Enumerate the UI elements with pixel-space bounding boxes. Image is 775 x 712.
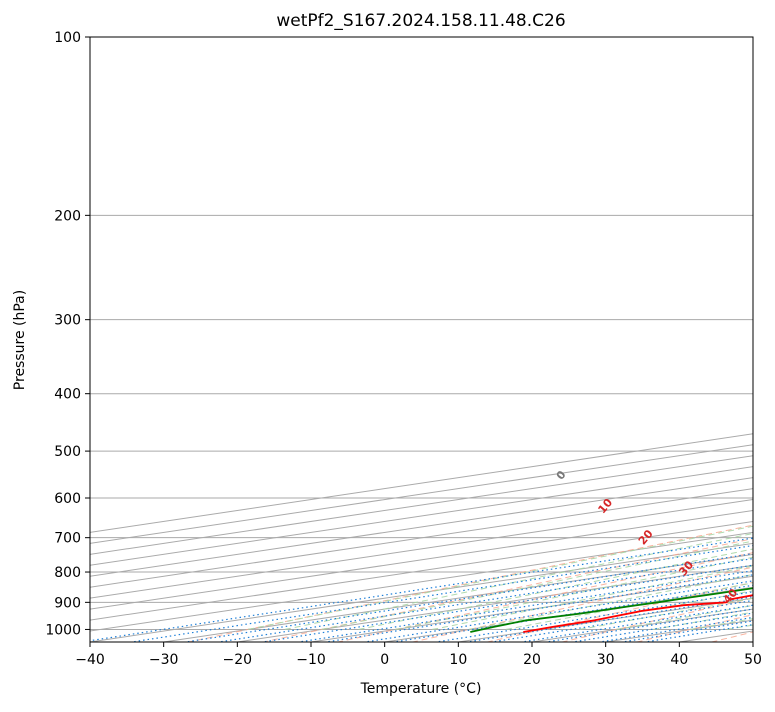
isotherm-line xyxy=(90,531,753,632)
x-tick-label: 20 xyxy=(523,652,541,668)
isotherm-line xyxy=(90,499,753,599)
moist-adiabat xyxy=(395,556,753,630)
mixing-ratio-line xyxy=(128,544,753,642)
mixing-ratio-line xyxy=(596,616,753,642)
y-tick-label: 1000 xyxy=(45,622,81,638)
mixing-ratio-line xyxy=(258,564,753,642)
plot-frame xyxy=(89,36,754,643)
y-tick-label: 600 xyxy=(54,491,81,507)
isotherm-line xyxy=(90,488,753,588)
dry-adiabat xyxy=(186,524,753,642)
y-tick-label: 900 xyxy=(54,595,81,611)
dry-adiabat xyxy=(410,566,753,642)
x-tick-label: 10 xyxy=(449,652,467,668)
x-tick-label: −30 xyxy=(149,652,179,668)
moist-adiabat xyxy=(505,582,753,630)
background-lines xyxy=(90,37,753,642)
x-tick-label: 30 xyxy=(597,652,615,668)
chart-title: wetPf2_S167.2024.158.11.48.C26 xyxy=(276,11,565,31)
x-tick-label: 40 xyxy=(670,652,688,668)
y-tick-label: 200 xyxy=(54,208,81,224)
x-tick-label: −10 xyxy=(296,652,326,668)
dry-adiabat xyxy=(261,538,753,642)
mixing-ratio-line xyxy=(181,552,753,642)
mixing-ratio-line xyxy=(568,612,753,642)
y-axis-label: Pressure (hPa) xyxy=(12,290,28,390)
isotherm-line xyxy=(90,455,753,555)
x-axis-label: Temperature (°C) xyxy=(360,681,482,697)
axes: −40 −30 −20 −10 0 10 20 30 40 50 1000 900 800 700 600 5… xyxy=(45,30,762,668)
x-tick-label: −20 xyxy=(223,652,253,668)
y-tick-label: 700 xyxy=(54,531,81,547)
mixing-ratio-line xyxy=(215,557,753,642)
y-tick-label: 800 xyxy=(54,565,81,581)
isotherm-line xyxy=(90,466,753,566)
isotherm-line xyxy=(90,477,753,577)
isotherm-line xyxy=(90,509,753,610)
x-tick-label: 50 xyxy=(744,652,762,668)
moist-adiabat xyxy=(469,573,753,630)
isotherm-line xyxy=(90,520,753,621)
y-tick-label: 100 xyxy=(54,30,81,46)
x-tick-label: −40 xyxy=(75,652,105,668)
isotherm-line xyxy=(90,542,753,642)
y-tick-label: 500 xyxy=(54,444,81,460)
y-tick-label: 400 xyxy=(54,387,81,403)
x-tick-label: 0 xyxy=(380,652,389,668)
y-tick-label: 300 xyxy=(54,313,81,329)
